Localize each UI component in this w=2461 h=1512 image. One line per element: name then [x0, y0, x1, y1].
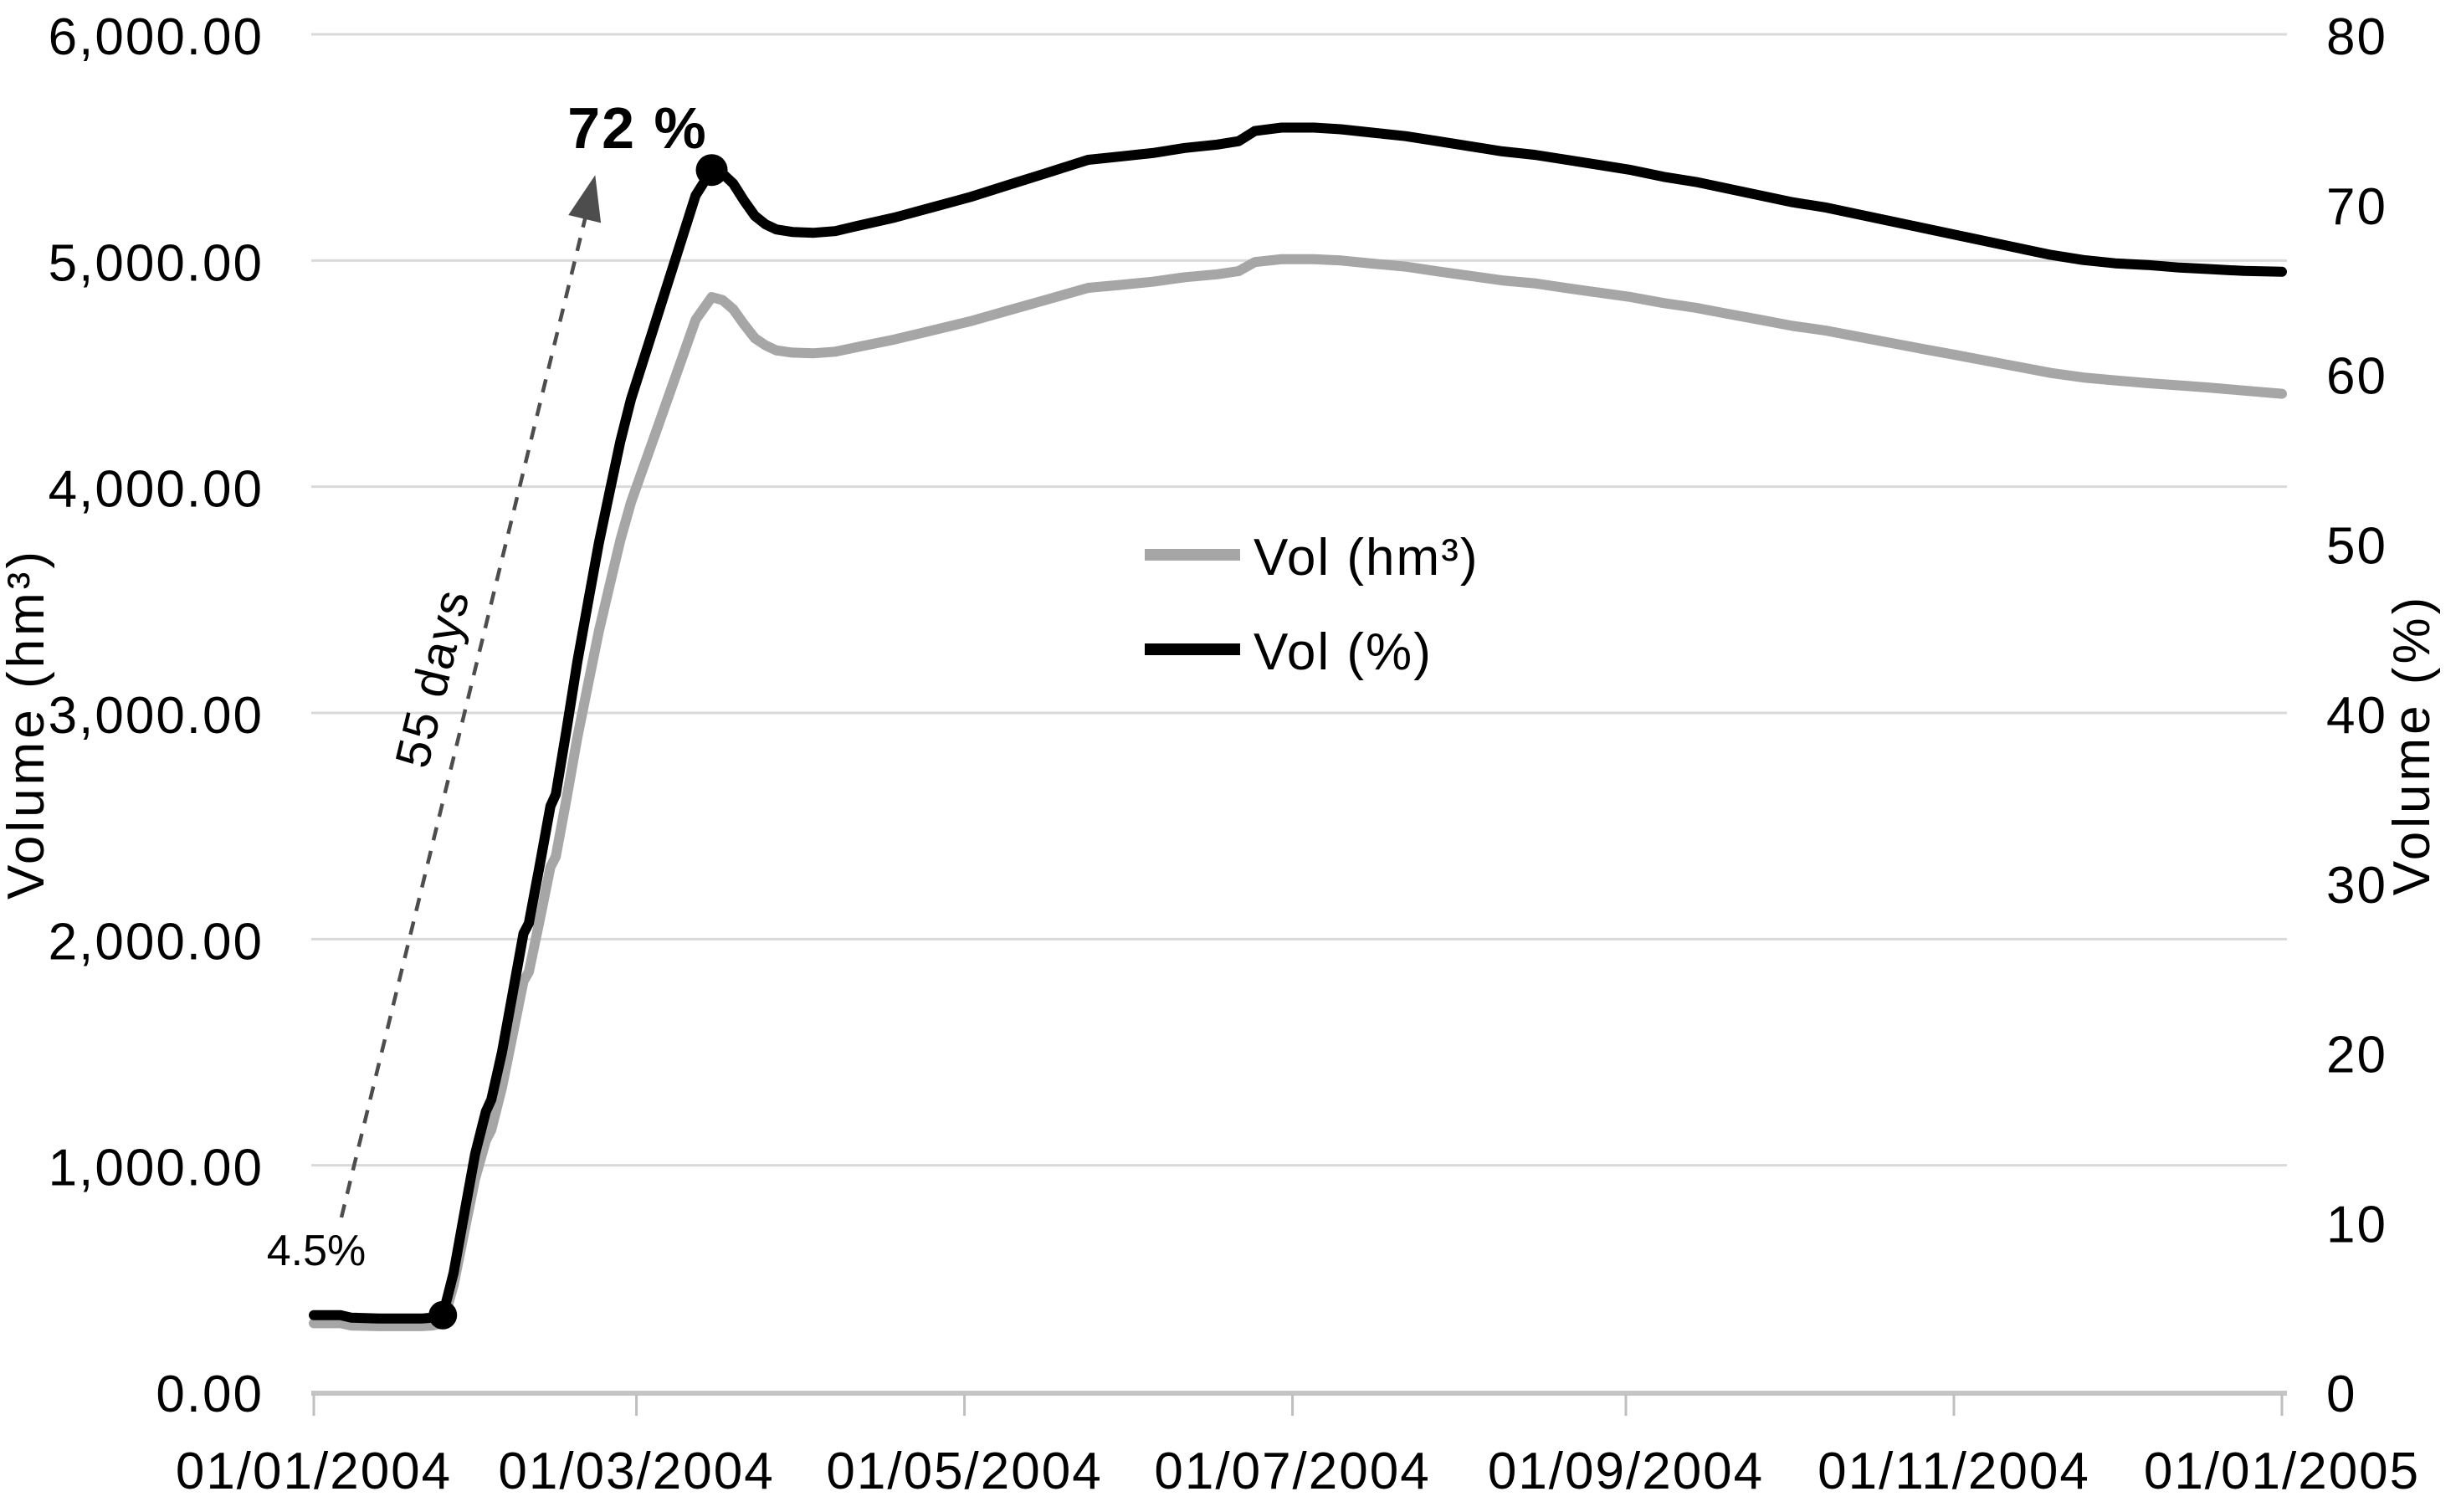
y-right-tick-label: 80	[2326, 8, 2387, 66]
legend-label-vol-hm3: Vol (hm³)	[1254, 529, 1479, 587]
y-right-tick-label: 50	[2326, 517, 2387, 575]
x-tick-label: 01/05/2004	[826, 1443, 1102, 1500]
y-left-tick-label: 0.00	[156, 1366, 264, 1423]
y-left-tick-label: 3,000.00	[49, 687, 264, 745]
x-tick-label: 01/03/2004	[498, 1443, 774, 1500]
x-tick-label: 01/07/2004	[1154, 1443, 1430, 1500]
data-point-marker	[428, 1300, 458, 1330]
annotation-start-percent: 4.5%	[267, 1227, 367, 1275]
x-tick-label: 01/09/2004	[1488, 1443, 1764, 1500]
data-point-marker	[695, 154, 728, 187]
x-tick-label: 01/11/2004	[1818, 1443, 2090, 1500]
legend-label-vol-pct: Vol (%)	[1254, 623, 1433, 681]
y-left-tick-label: 4,000.00	[49, 461, 264, 519]
x-tick-label: 01/01/2004	[176, 1443, 452, 1500]
y-left-tick-label: 6,000.00	[49, 8, 264, 66]
y-left-axis-title: Volume (hm³)	[0, 548, 55, 900]
y-right-axis-title: Volume (%)	[2383, 594, 2441, 895]
x-tick-label: 01/01/2005	[2144, 1443, 2420, 1500]
series-line-vol-hm3	[309, 254, 2287, 1331]
y-left-tick-label: 2,000.00	[49, 913, 264, 971]
rise-arrow-head-icon	[568, 175, 602, 223]
y-right-tick-label: 30	[2326, 857, 2387, 915]
series-line-vol-pct	[309, 122, 2287, 1324]
y-left-tick-label: 5,000.00	[49, 234, 264, 292]
annotation-rise-duration: 55 days	[385, 583, 480, 772]
y-right-tick-label: 60	[2326, 348, 2387, 406]
y-right-tick-label: 40	[2326, 687, 2387, 745]
axes-layer: 6,000.00 5,000.00 4,000.00 3,000.00 2,000.00…	[49, 8, 2420, 1500]
annotation-peak-percent: 72 %	[567, 95, 708, 161]
y-left-tick-label: 1,000.00	[49, 1140, 264, 1197]
markers-layer	[428, 154, 728, 1330]
y-right-tick-label: 20	[2326, 1027, 2387, 1084]
legend: Vol (hm³) Vol (%)	[1145, 529, 1479, 681]
rise-arrow-dashed-line	[339, 215, 588, 1218]
y-right-tick-label: 10	[2326, 1196, 2387, 1253]
series-layer	[309, 122, 2287, 1331]
y-right-tick-label: 70	[2326, 178, 2387, 236]
y-right-tick-label: 0	[2326, 1366, 2356, 1423]
